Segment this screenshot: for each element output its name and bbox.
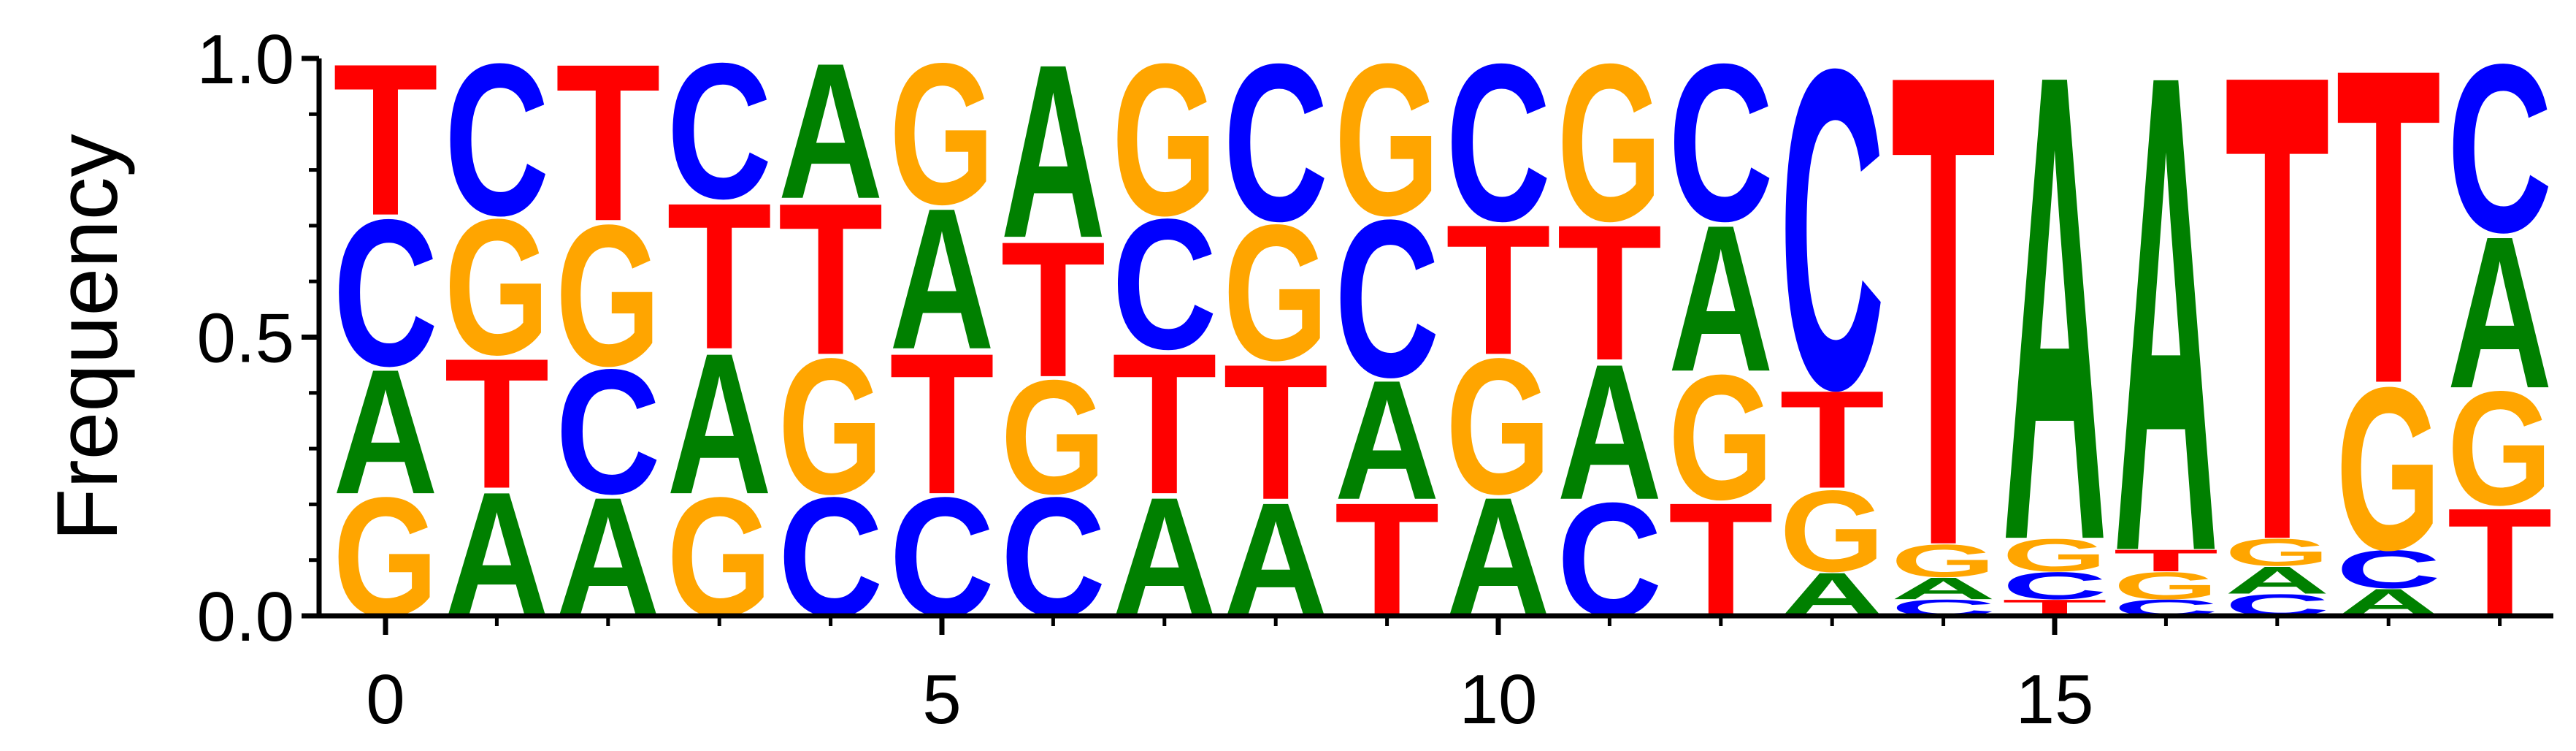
logo-letter-G: G <box>1557 17 1662 268</box>
logo-letter-G: G <box>2002 530 2107 582</box>
logo-letter-T: T <box>778 157 883 400</box>
y-tick-label: 0.0 <box>197 578 294 656</box>
logo-letter-A: A <box>2113 0 2218 693</box>
logo-letter-G: G <box>1668 338 1774 537</box>
logo-letter-C: C <box>2002 564 2107 607</box>
logo-letter-C: C <box>1446 18 1551 268</box>
y-axis-title: Frequency <box>39 134 136 541</box>
logo-letter-T: T <box>1000 202 1105 418</box>
logo-letter-G: G <box>1446 319 1551 535</box>
logo-letter-A: A <box>778 23 883 239</box>
logo-letter-C: C <box>667 23 772 239</box>
logo-letter-C: C <box>1335 173 1440 424</box>
y-tick-label: 1.0 <box>197 20 294 99</box>
logo-letter-T: T <box>2336 0 2441 477</box>
logo-letter-G: G <box>2113 564 2218 607</box>
logo-letter-G: G <box>556 183 661 408</box>
x-tick-label: 5 <box>922 660 961 739</box>
logo-letter-G: G <box>2336 340 2441 598</box>
logo-letter-G: G <box>444 180 549 396</box>
logo-letter-A: A <box>1557 324 1662 540</box>
logo-letter-T: T <box>2225 0 2330 680</box>
logo-letter-A: A <box>1335 345 1440 535</box>
logo-letter-C: C <box>2336 539 2441 600</box>
logo-letter-T: T <box>1557 185 1662 401</box>
logo-letter-C: C <box>1668 18 1774 268</box>
logo-letter-T: T <box>556 18 661 268</box>
logo-letter-A: A <box>2447 191 2553 433</box>
ticks: 0.0 0.5 1.0 0 5 10 15 <box>197 20 2502 739</box>
logo-letter-G: G <box>2447 358 2553 539</box>
logo-letter-G: G <box>1891 535 1996 587</box>
y-tick-label: 0.5 <box>197 300 294 378</box>
logo-letter-T: T <box>333 18 438 261</box>
logo-letter-T: T <box>1223 324 1328 541</box>
logo-letter-A: A <box>889 166 994 391</box>
logo-letter-A: A <box>2225 559 2330 602</box>
logo-letter-A: A <box>667 310 772 535</box>
logo-letter-T: T <box>667 159 772 393</box>
logo-letter-A: A <box>1668 183 1774 416</box>
logo-letter-C: C <box>333 177 438 410</box>
logo-letter-A: A <box>333 332 438 532</box>
logo-letter-C: C <box>556 332 661 532</box>
logo-letter-T: T <box>2113 544 2218 578</box>
logo-letter-C: C <box>1112 180 1217 388</box>
logo-letter-G: G <box>778 319 883 535</box>
logo-letter-G: G <box>1112 19 1217 261</box>
logo-letter-G: G <box>1779 466 1885 596</box>
x-tick-label: 0 <box>366 660 405 739</box>
logo-letter-C: C <box>2447 14 2553 283</box>
logo-letter-A: A <box>1891 571 1996 606</box>
x-tick-label: 10 <box>1460 660 1538 739</box>
logo-letter-G: G <box>2225 530 2330 573</box>
x-tick-label: 15 <box>2016 660 2094 739</box>
logo-letter-T: T <box>1891 0 1996 687</box>
logo-letter-G: G <box>1000 347 1105 528</box>
logo-letter-A: A <box>2002 0 2107 679</box>
logo-letter-T: T <box>889 312 994 536</box>
logo-glyphs: GACTATGCACGTGATCCGTACTAGCGTAATCGATGCTACG… <box>333 0 2553 693</box>
logo-letter-C: C <box>444 18 549 261</box>
logo-letter-G: G <box>1335 19 1440 261</box>
logo-letter-T: T <box>1779 362 1885 518</box>
logo-letter-T: T <box>444 319 549 527</box>
logo-letter-C: C <box>1779 0 1885 485</box>
logo-letter-A: A <box>1000 12 1105 289</box>
logo-letter-C: C <box>1223 18 1328 268</box>
logo-letter-T: T <box>1112 312 1217 536</box>
logo-letter-T: T <box>1446 186 1551 393</box>
logo-letter-G: G <box>889 22 994 247</box>
logo-letter-G: G <box>1223 185 1328 401</box>
